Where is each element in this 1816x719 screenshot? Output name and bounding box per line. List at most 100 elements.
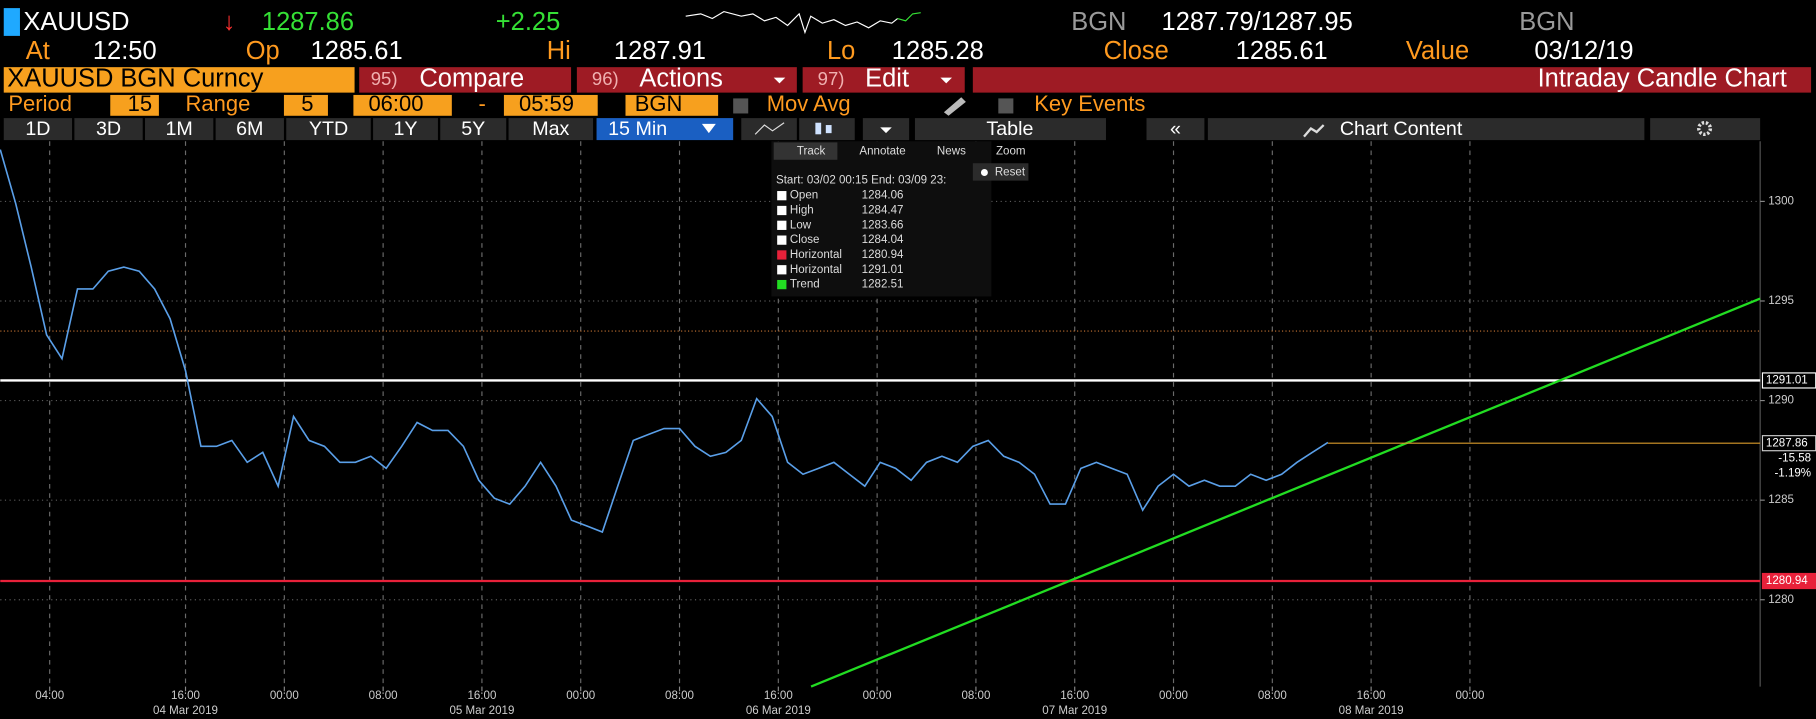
period-button[interactable] bbox=[440, 118, 507, 141]
x-tick-label: 00:00 bbox=[270, 690, 299, 702]
legend-value: 1284.47 bbox=[862, 205, 904, 217]
period-button-label[interactable]: 5Y bbox=[461, 118, 485, 140]
reset-button[interactable] bbox=[972, 163, 1029, 181]
period-button[interactable] bbox=[3, 118, 73, 141]
line-chart-button[interactable] bbox=[741, 118, 797, 141]
x-tick-label: 08:00 bbox=[961, 690, 990, 702]
title-bar bbox=[972, 67, 1812, 93]
legend-value: 1284.04 bbox=[862, 234, 904, 246]
legend-swatch bbox=[777, 191, 787, 201]
frequency-button[interactable] bbox=[596, 118, 734, 141]
legend-name: Open bbox=[790, 190, 818, 202]
period-button[interactable] bbox=[373, 118, 438, 141]
source-box[interactable] bbox=[625, 94, 719, 116]
x-date-label: 05 Mar 2019 bbox=[449, 705, 514, 717]
period-button[interactable] bbox=[508, 118, 594, 141]
last-price-label: 1287.86 bbox=[1766, 437, 1808, 449]
compare-button[interactable] bbox=[359, 67, 572, 93]
data-popup: Reset Start: 03/02 00:15 End: 03/09 23: … bbox=[771, 141, 1029, 297]
checkbox[interactable] bbox=[733, 98, 749, 114]
period-button-label[interactable]: 1M bbox=[165, 118, 192, 140]
low-value: 1285.28 bbox=[892, 37, 984, 65]
actions-label: Actions bbox=[639, 65, 723, 93]
period-button-label[interactable]: 3D bbox=[96, 118, 121, 140]
range-box[interactable] bbox=[283, 94, 328, 116]
period-button-label[interactable]: 1Y bbox=[393, 118, 417, 140]
button-row: 15 Min Table « Chart Content 1D 3D 1M 6M YTD… bbox=[3, 118, 1761, 141]
start-box[interactable] bbox=[353, 94, 452, 116]
period-button-label[interactable]: Max bbox=[532, 118, 569, 140]
reset-icon bbox=[980, 169, 988, 176]
source[interactable]: BGN bbox=[635, 91, 683, 116]
price-box-label: 1280.94 bbox=[1766, 575, 1808, 587]
chart-content[interactable]: Chart Content bbox=[1340, 118, 1463, 140]
legend-swatch bbox=[777, 265, 787, 275]
popup-tool[interactable]: Annotate bbox=[859, 146, 905, 158]
pencil-icon[interactable] bbox=[943, 97, 966, 116]
period-button[interactable] bbox=[215, 118, 284, 141]
period-button[interactable] bbox=[74, 118, 143, 141]
period-button[interactable] bbox=[286, 118, 371, 141]
table-button[interactable] bbox=[914, 118, 1106, 141]
y-tick-label: 1295 bbox=[1768, 295, 1794, 307]
actions-number: 96) bbox=[592, 68, 619, 89]
y-tick-label: 1290 bbox=[1768, 395, 1794, 407]
legend-swatch bbox=[777, 205, 787, 216]
settings-button[interactable] bbox=[1650, 118, 1761, 141]
security[interactable]: XAUUSD BGN Curncy bbox=[7, 65, 263, 93]
start-time[interactable]: 06:00 bbox=[368, 91, 423, 116]
edit-button[interactable] bbox=[802, 67, 965, 93]
period-value[interactable]: 15 bbox=[128, 91, 152, 116]
x-tick-label: 16:00 bbox=[1060, 690, 1089, 702]
table-label[interactable]: Table bbox=[986, 118, 1033, 140]
legend-swatch bbox=[777, 235, 787, 245]
range-value[interactable]: 5 bbox=[301, 91, 313, 116]
y-tick-label: 1285 bbox=[1768, 494, 1794, 506]
legend-name: Trend bbox=[790, 279, 820, 291]
end-time[interactable]: 05:59 bbox=[519, 91, 574, 116]
actions-button[interactable] bbox=[576, 67, 797, 93]
legend-value: 1282.51 bbox=[862, 279, 904, 291]
direction-arrow: ↓ bbox=[223, 8, 236, 36]
edit-number: 97) bbox=[818, 68, 845, 89]
popup-background bbox=[771, 141, 992, 297]
open-label: Op bbox=[246, 37, 280, 65]
security-box[interactable] bbox=[3, 67, 355, 93]
x-tick-label: 16:00 bbox=[171, 690, 200, 702]
legend-name: Horizontal bbox=[790, 264, 842, 276]
x-date-label: 07 Mar 2019 bbox=[1042, 705, 1107, 717]
collapse-button[interactable] bbox=[1146, 118, 1205, 141]
x-tick-label: 00:00 bbox=[1455, 690, 1484, 702]
period-box[interactable] bbox=[110, 94, 159, 116]
legend-name: Close bbox=[790, 234, 820, 246]
reset-label[interactable]: Reset bbox=[995, 167, 1026, 179]
period-button-label[interactable]: 6M bbox=[236, 118, 263, 140]
x-date-label: 06 Mar 2019 bbox=[746, 705, 811, 717]
range-label: Range bbox=[186, 91, 251, 116]
compare-label: Compare bbox=[419, 65, 524, 93]
checkbox[interactable] bbox=[998, 98, 1014, 114]
end-box[interactable] bbox=[503, 94, 598, 116]
sparkline-end bbox=[897, 12, 921, 22]
mov-avg[interactable]: Mov Avg bbox=[767, 91, 851, 116]
last-change-pct: -1.19% bbox=[1774, 467, 1811, 479]
period-button[interactable] bbox=[145, 118, 214, 141]
x-tick-label: 00:00 bbox=[1159, 690, 1188, 702]
frequency[interactable]: 15 Min bbox=[608, 118, 667, 140]
period-button-label[interactable]: YTD bbox=[309, 118, 348, 140]
x-tick-label: 04:00 bbox=[35, 690, 64, 702]
popup-tool[interactable]: Zoom bbox=[996, 146, 1026, 158]
legend-swatch bbox=[777, 220, 787, 230]
key-events[interactable]: Key Events bbox=[1034, 91, 1145, 116]
popup-tool[interactable]: News bbox=[937, 146, 966, 158]
period-button-label[interactable]: 1D bbox=[25, 118, 50, 140]
candle-icon bbox=[825, 125, 832, 134]
dropdown-arrow bbox=[880, 127, 892, 134]
legend-value: 1283.66 bbox=[862, 219, 904, 231]
popup-tool[interactable]: Track bbox=[797, 146, 826, 158]
chart-content-button[interactable] bbox=[1207, 118, 1645, 141]
value-date: 03/12/19 bbox=[1534, 37, 1633, 65]
x-tick-label: 16:00 bbox=[467, 690, 496, 702]
low-label: Lo bbox=[827, 37, 855, 65]
